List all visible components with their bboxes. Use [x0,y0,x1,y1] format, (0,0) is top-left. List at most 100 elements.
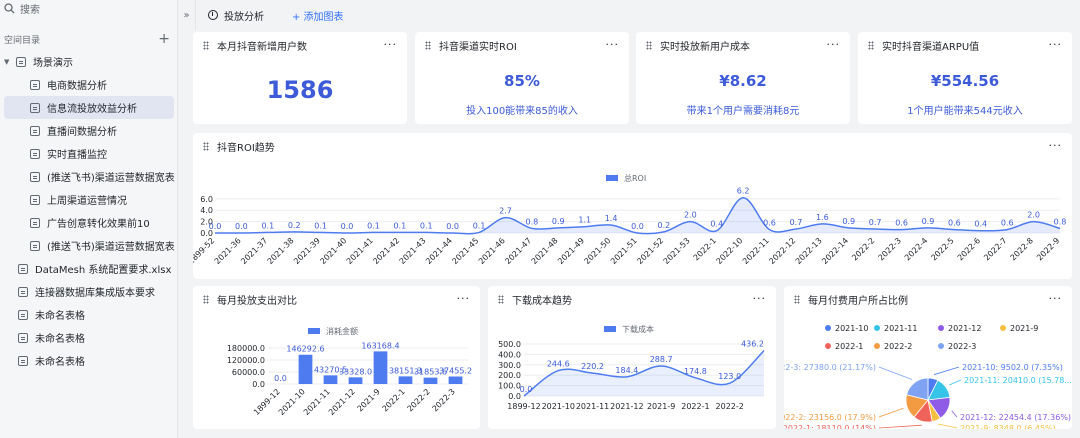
x-tick-label: 2021-48 [530,236,560,266]
add-icon[interactable]: + [158,31,170,47]
document-icon [30,240,40,251]
legend-dot [825,325,831,331]
drag-handle-icon[interactable] [498,294,504,304]
document-icon [30,171,40,182]
sidebar-item[interactable]: DataMesh 系统配置要求.xlsx [0,257,178,280]
sidebar-item[interactable]: 广告创意转化效果前10 [0,211,178,234]
drag-handle-icon[interactable] [425,40,431,50]
more-icon[interactable]: ··· [752,292,766,305]
data-label: 0.6 [763,219,776,228]
pie-slice [906,377,929,401]
data-label: 288.7 [650,355,673,364]
card-title: 每月付费用户所占比例 [808,295,908,307]
download-cost-line [523,350,765,397]
card-title: 每月投放支出对比 [217,295,297,307]
document-icon [18,286,28,297]
drag-handle-icon[interactable] [646,40,652,50]
legend-swatch [606,175,618,181]
sidebar-item[interactable]: 未命名表格 [0,326,178,349]
drag-handle-icon[interactable] [203,294,209,304]
data-label: 146292.6 [286,345,324,354]
x-tick-label: 2021-9 [647,402,675,411]
pie-slice-label: 2022-1: 18110.0 (14%) [784,424,876,429]
drag-handle-icon[interactable] [794,294,800,304]
drag-handle-icon[interactable] [203,40,209,50]
sidebar-item[interactable]: 直播间数据分析 [0,119,178,142]
kpi-card-roi[interactable]: 抖音渠道实时ROI ··· 85% 投入100能带来85的收入 [415,32,629,124]
card-title: 抖音渠道实时ROI [439,41,517,53]
x-tick-label: 2021-43 [398,236,428,266]
sidebar-item[interactable]: 上周渠道运营情况 [0,188,178,211]
x-tick-label: 2021-41 [345,236,375,266]
data-label: 43270.5 [314,365,347,374]
sidebar-item[interactable]: 连接器数据库集成版本要求 [0,280,178,303]
more-icon[interactable]: ··· [1048,139,1062,152]
kpi-card-user-cost[interactable]: 实时投放新用户成本 ··· ¥8.62 带来1个用户需要消耗8元 [636,32,850,124]
drag-handle-icon[interactable] [203,141,209,151]
sidebar-item[interactable]: (推送飞书)渠道运营数据宽表 [0,165,178,188]
x-tick-label: 2021-36 [213,236,243,266]
data-label: 0.9 [842,217,855,226]
more-icon[interactable]: ··· [1048,292,1062,305]
x-tick-label: 2022-1 [681,402,709,411]
data-label: 2.0 [684,211,697,220]
more-icon[interactable]: ··· [605,38,619,51]
data-label: 174.8 [684,367,707,376]
pay-ratio-card[interactable]: 每月付费用户所占比例 ··· 2021-10 2021-11 2021-12 2021… [784,286,1072,429]
x-tick-label: 2021-47 [503,236,533,266]
drag-handle-icon[interactable] [868,40,874,50]
spend-card[interactable]: 每月投放支出对比 ··· 消耗金额 0.0 60000.0 120000.0 18000… [193,286,480,429]
x-tick-label: 2022-4 [903,236,929,262]
more-icon[interactable]: ··· [383,38,397,51]
kpi-card-arpu[interactable]: 实时抖音渠道ARPU值 ··· ¥554.56 1个用户能带来544元收入 [858,32,1072,124]
document-icon [30,217,40,228]
card-title: 抖音ROI趋势 [217,142,275,154]
caret-down-icon[interactable]: ▼ [4,57,10,66]
sidebar-item[interactable]: 实时直播监控 [0,142,178,165]
x-tick-label: 1899-52 [193,236,216,266]
document-icon [30,148,40,159]
bar [373,351,388,384]
sidebar-item[interactable]: 未命名表格 [0,349,178,372]
y-tick-label: 500.0 [498,340,521,349]
expand-sidebar-icon[interactable]: » [178,0,196,30]
kpi-card-new-users[interactable]: 本月抖音新增用户数 ··· 1586 [193,32,407,124]
sidebar-item[interactable]: ▼ 场景演示 [0,50,178,73]
x-tick-label: 2022-2 [850,236,876,262]
more-icon[interactable]: ··· [1048,38,1062,51]
document-icon [30,194,40,205]
data-label: 0.1 [261,221,274,230]
roi-trend-card[interactable]: 抖音ROI趋势 ··· 总ROI 0.0 2.0 4.0 6.0 0.0 0.0 0.1 0.2… [193,133,1072,279]
download-cost-card[interactable]: 下载成本趋势 ··· 下载成本 0.0 100.0 200.0 300.0 400.0 50… [488,286,776,429]
x-tick-label: 2022-14 [820,236,850,266]
sidebar-item[interactable]: 电商数据分析 [0,73,178,96]
card-title: 下载成本趋势 [512,295,572,307]
data-label: 163168.4 [361,341,399,350]
sidebar-item[interactable]: 未命名表格 [0,303,178,326]
data-label: 0.0 [341,222,354,231]
x-tick-label: 2021-9 [356,387,382,413]
sidebar-item[interactable]: (推送飞书)渠道运营数据宽表 [0,234,178,257]
data-label: 0.2 [288,221,301,230]
add-chart-button[interactable]: + 添加图表 [292,11,344,23]
data-label: 0.4 [710,220,723,229]
kpi-value: ¥554.56 [930,72,1000,90]
legend-dot [825,343,831,349]
document-icon [30,79,40,90]
space-tree: ▼ 场景演示 电商数据分析 信息流投放效益分析 直播间数据分析 实时直播监控 (推送飞书)渠… [0,50,178,372]
data-label: 1.4 [605,214,618,223]
more-icon[interactable]: ··· [826,38,840,51]
sidebar-item-label: 电商数据分析 [47,81,107,92]
legend-dot [874,325,880,331]
legend-label: 下载成本 [622,324,654,334]
card-title: 本月抖音新增用户数 [217,41,307,53]
x-tick-label: 1899-12 [507,402,540,411]
data-label: 0.0 [209,222,222,231]
y-tick-label: 60000.0 [232,368,265,377]
sidebar-item[interactable]: 信息流投放效益分析 [4,96,174,119]
pie-label-line [878,424,922,429]
more-icon[interactable]: ··· [456,292,470,305]
search-input[interactable]: 搜索 [0,0,178,16]
kpi-value: ¥8.62 [719,72,767,90]
